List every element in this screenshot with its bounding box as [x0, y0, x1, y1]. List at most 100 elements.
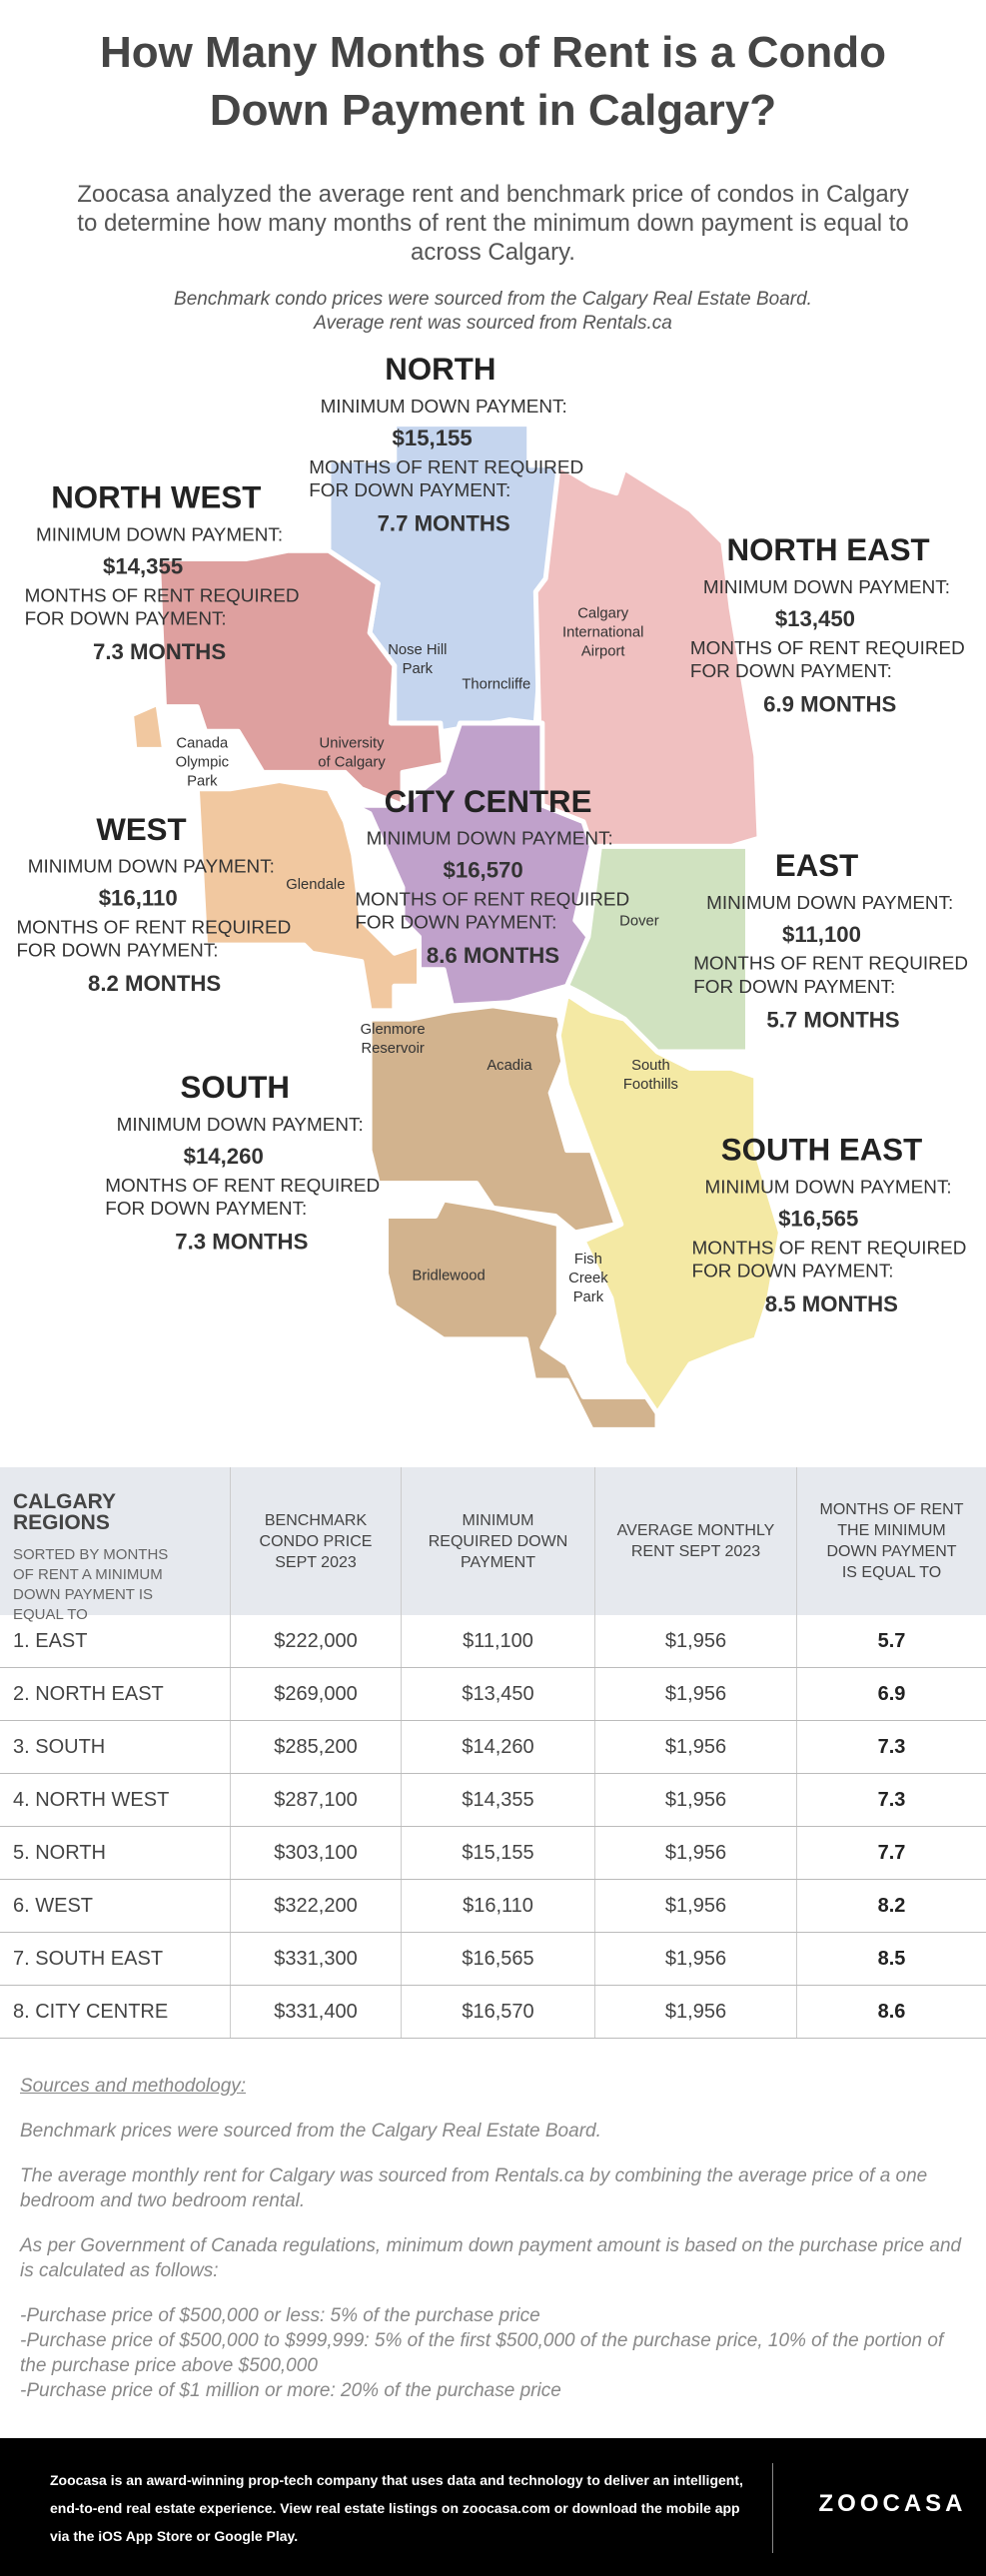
table-cell: 7. SOUTH EAST	[13, 1947, 164, 1970]
months-value: 5.7 MONTHS	[766, 1007, 899, 1032]
north-west-area	[153, 506, 447, 808]
table-cell: $1,956	[594, 1880, 796, 1932]
west-area	[194, 778, 422, 1014]
place-label: Airport	[581, 644, 625, 660]
table-cell: $14,260	[401, 1721, 594, 1773]
table-header: CALGARY REGIONS SORTED BY MONTHS OF RENT…	[0, 1467, 986, 1623]
header-cell: MONTHS OF RENT THE MINIMUM DOWN PAYMENT …	[796, 1467, 986, 1615]
down-value: $13,450	[775, 606, 855, 631]
table-cell: $331,300	[230, 1933, 401, 1985]
rule: -Purchase price of $500,000 to $999,999:…	[20, 2330, 944, 2376]
source-note: Benchmark condo prices were sourced from…	[90, 288, 896, 336]
map-shapes	[129, 422, 783, 1432]
down-label: MINIMUM DOWN PAYMENT:	[704, 1177, 951, 1198]
paragraph: Benchmark prices were sourced from the C…	[20, 2121, 601, 2142]
place-label: Creek	[568, 1271, 608, 1287]
footer-text: Zoocasa is an award-winning prop-tech co…	[50, 2472, 743, 2544]
table-cell: $331,400	[230, 1986, 401, 2038]
down-label: MINIMUM DOWN PAYMENT:	[117, 1115, 364, 1136]
table-cell: 3. SOUTH	[13, 1735, 106, 1758]
months-value: 6.9 MONTHS	[763, 691, 896, 716]
table-row: 7. SOUTH EAST $331,300 $16,565 $1,956 8.5	[0, 1933, 986, 1986]
header-cell: MINIMUM REQUIRED DOWN PAYMENT	[401, 1467, 594, 1615]
note-line: Benchmark condo prices were sourced from…	[174, 289, 812, 310]
place-label: Canada	[176, 736, 229, 752]
months-label: MONTHS OF RENT REQUIRED	[692, 1238, 967, 1259]
table-cell: $13,450	[401, 1668, 594, 1720]
months-label: MONTHS OF RENT REQUIRED	[690, 638, 965, 659]
place-label: International	[562, 625, 643, 641]
region-name: CITY CENTRE	[385, 784, 592, 819]
months-value: 7.7 MONTHS	[378, 511, 510, 536]
region-name: NORTH WEST	[51, 480, 261, 515]
header-cell: CALGARY REGIONS SORTED BY MONTHS OF RENT…	[0, 1467, 230, 1623]
months-label: FOR DOWN PAYMENT:	[25, 608, 227, 629]
table-cell: $15,155	[401, 1827, 594, 1879]
note-line: Average rent was sourced from Rentals.ca	[314, 313, 672, 334]
down-value: $15,155	[393, 426, 473, 450]
down-label: MINIMUM DOWN PAYMENT:	[703, 577, 950, 598]
regions-table: CALGARY REGIONS SORTED BY MONTHS OF RENT…	[0, 1467, 986, 2039]
place-label: University	[320, 736, 386, 752]
table-cell: 1. EAST	[13, 1629, 88, 1652]
table-cell: $285,200	[230, 1721, 401, 1773]
down-value: $14,355	[103, 553, 183, 578]
months-value: 8.2 MONTHS	[88, 971, 221, 996]
methodology-heading: Sources and methodology:	[20, 2076, 247, 2097]
place-label: Foothills	[623, 1077, 678, 1093]
down-label: MINIMUM DOWN PAYMENT:	[321, 397, 567, 418]
down-label: MINIMUM DOWN PAYMENT:	[28, 857, 275, 878]
rule: -Purchase price of $500,000 or less: 5% …	[20, 2305, 540, 2326]
place-label: Glenmore	[361, 1022, 426, 1038]
place-label: Calgary	[577, 606, 629, 622]
table-row: 6. WEST $322,200 $16,110 $1,956 8.2	[0, 1880, 986, 1933]
city-centre-area	[351, 720, 594, 1009]
table-cell: 8.2	[796, 1880, 986, 1932]
months-label: MONTHS OF RENT REQUIRED	[25, 585, 300, 606]
place-label: of Calgary	[318, 755, 386, 771]
table-cell: $11,100	[401, 1615, 594, 1667]
table-cell: 5. NORTH	[13, 1841, 106, 1864]
rule: -Purchase price of $1 million or more: 2…	[20, 2380, 561, 2401]
table-row: 2. NORTH EAST $269,000 $13,450 $1,956 6.9	[0, 1668, 986, 1721]
table-cell: $1,956	[594, 1986, 796, 2038]
table-cell: $16,565	[401, 1933, 594, 1985]
place-label: Bridlewood	[412, 1269, 485, 1285]
months-label: MONTHS OF RENT REQUIRED	[693, 954, 968, 975]
paragraph: The average monthly rent for Calgary was…	[20, 2165, 928, 2211]
methodology: Sources and methodology: Benchmark price…	[20, 2074, 964, 2403]
table-cell: 6. WEST	[13, 1894, 94, 1917]
table-cell: 7.3	[796, 1721, 986, 1773]
table-row: 1. EAST $222,000 $11,100 $1,956 5.7	[0, 1615, 986, 1668]
months-label: FOR DOWN PAYMENT:	[693, 977, 895, 998]
months-label: MONTHS OF RENT REQUIRED	[16, 918, 291, 939]
table-cell: 8. CITY CENTRE	[13, 2000, 169, 2023]
months-label: MONTHS OF RENT REQUIRED	[309, 457, 583, 478]
months-label: MONTHS OF RENT REQUIRED	[105, 1176, 380, 1197]
table-cell: $222,000	[230, 1615, 401, 1667]
months-label: FOR DOWN PAYMENT:	[692, 1261, 894, 1282]
table-cell: $322,200	[230, 1880, 401, 1932]
table-cell: 8.6	[796, 1986, 986, 2038]
place-label: Olympic	[176, 755, 230, 771]
table-cell: $1,956	[594, 1721, 796, 1773]
north-west-area	[129, 700, 167, 752]
place-label: Fish	[574, 1252, 602, 1268]
down-label: MINIMUM DOWN PAYMENT:	[706, 893, 953, 914]
months-label: FOR DOWN PAYMENT:	[105, 1199, 307, 1220]
months-value: 7.3 MONTHS	[93, 639, 226, 664]
table-cell: $16,110	[401, 1880, 594, 1932]
down-label: MINIMUM DOWN PAYMENT:	[36, 524, 283, 545]
table-title: CALGARY REGIONS	[13, 1490, 116, 1534]
months-label: FOR DOWN PAYMENT:	[355, 913, 556, 934]
table-cell: $269,000	[230, 1668, 401, 1720]
table-cell: $1,956	[594, 1668, 796, 1720]
region-name: NORTH EAST	[727, 532, 930, 567]
table-cell: $287,100	[230, 1774, 401, 1826]
title: How Many Months of Rent is a Condo Down …	[99, 28, 887, 135]
place-label: Reservoir	[361, 1041, 424, 1057]
table-cell: 7.7	[796, 1827, 986, 1879]
place-label: Park	[573, 1289, 604, 1305]
months-label: MONTHS OF RENT REQUIRED	[355, 890, 629, 911]
